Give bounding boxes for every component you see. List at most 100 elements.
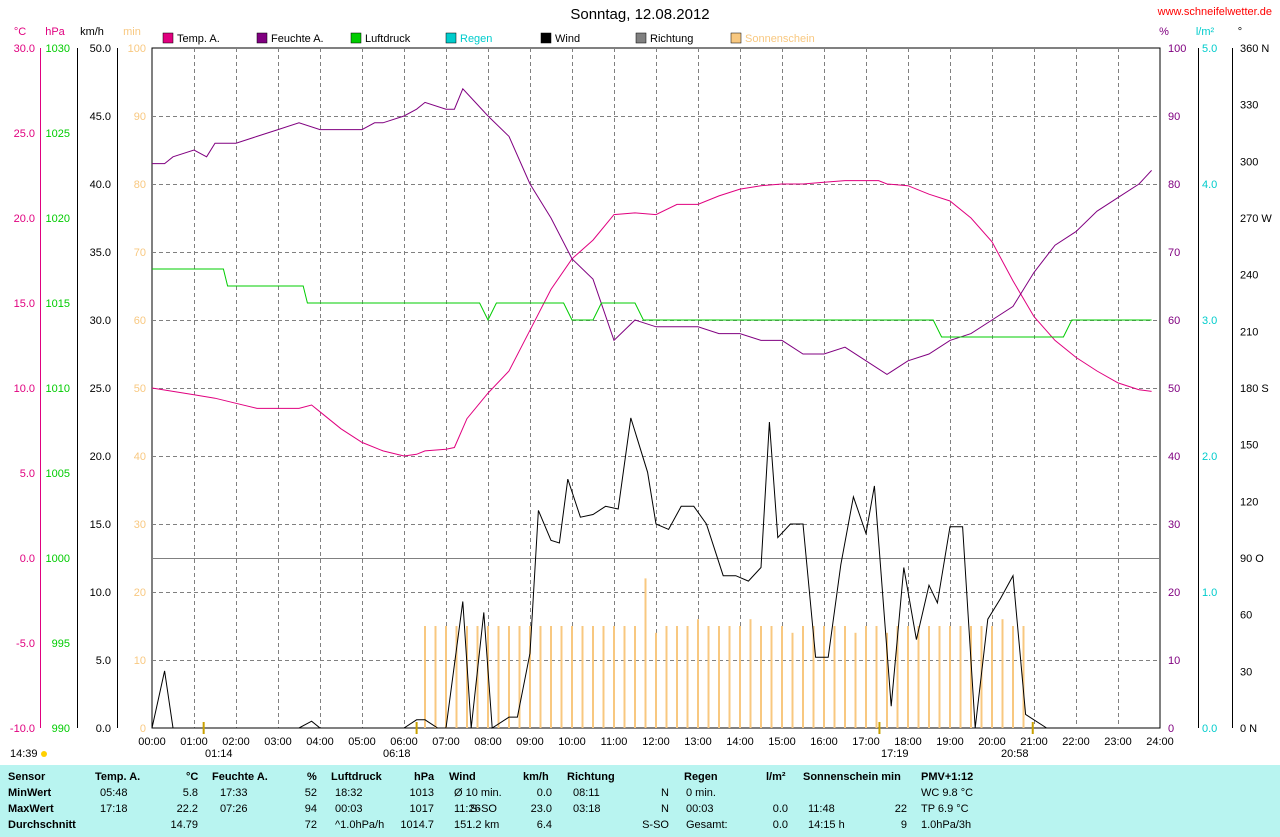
table-cell-t-time: 17:18 [100,803,128,815]
axis-tick-label: 15.0 [90,519,111,531]
time-markers: 14:39 01:14 06:18 17:19 20:58 [10,722,1034,760]
legend-label: Feuchte A. [271,33,324,45]
axis-unit-label: l/m² [1196,26,1215,38]
table-cell-w-time: 151.2 km [454,819,500,831]
sunshine-bar [623,626,626,728]
sunshine-bar [812,626,815,728]
axis-tick-label: 90 [134,111,146,123]
time-tick-label: 12:00 [642,736,670,748]
time-tick-label: 22:00 [1062,736,1090,748]
time-tick-label: 09:00 [516,736,544,748]
axis-tick-label: 80 [1168,179,1180,191]
axis-tick-label: 1005 [46,468,70,480]
axis-tick-label: 240 [1240,270,1258,282]
table-cell-h-time: 07:26 [220,803,248,815]
site-url[interactable]: www.schneifelwetter.de [1157,6,1272,18]
sunshine-bar [686,626,689,728]
series-line-temp-a [151,180,1152,457]
sunshine-bar [770,626,773,728]
time-tick-label: 02:00 [222,736,250,748]
axis-tick-label: 25.0 [14,128,35,140]
time-tick-label: 16:00 [810,736,838,748]
sunshine-bar [896,626,899,728]
sunshine-bar [938,626,941,728]
axis-tick-label: 0.0 [20,553,35,565]
axis-unit-label: min [123,26,141,38]
axis-tick-label: 270 W [1240,213,1272,225]
axis-tick-label: 10 [134,655,146,667]
weather-chart: 30.025.020.015.010.05.00.0-5.0-10.010301… [10,26,1272,760]
table-cell-r-val: N [661,803,669,815]
axis-tick-label: 1010 [46,383,70,395]
sunshine-bar [697,619,699,728]
sunshine-bar [602,626,605,728]
legend-label: Regen [460,33,492,45]
time-tick-label: 23:00 [1104,736,1132,748]
axis-tick-label: 1000 [46,553,70,565]
axis-tick-label: 50 [134,383,146,395]
time-tick-label: 20:00 [978,736,1006,748]
table-cell-p-val: 1017 [409,803,434,815]
axis-unit-label: % [1159,26,1169,38]
table-cell-p-time: 18:32 [335,787,363,799]
time-tick-label: 14:00 [726,736,754,748]
table-cell-h-time: 17:33 [220,787,248,799]
table-cell-h-val: 72 [304,819,317,831]
axis-tick-label: 995 [52,638,70,650]
col-header-temp-unit: °C [186,771,199,783]
axis-tick-label: 70 [1168,247,1180,259]
axis-tick-label: 0 [1168,723,1174,735]
sunshine-bar [959,626,962,728]
sunshine-bar [865,626,867,728]
axis-unit-label: hPa [45,26,65,38]
axis-tick-label: 90 [1168,111,1180,123]
col-header-rain: Regen [684,771,718,783]
sunshine-bar [823,626,825,728]
axis-tick-label: 30 [1168,519,1180,531]
axis-tick-label: 30.0 [14,43,35,55]
sunshine-bar [613,626,615,728]
sunshine-bar [728,626,731,728]
table-cell-t-val: 22.2 [176,803,198,815]
table-cell-rain-b: 0.0 [772,819,788,831]
axis-tick-label: 60 [1240,610,1252,622]
sunshine-bar [833,626,836,728]
table-cell-pmv: 1.0hPa/3h [921,819,972,831]
sunshine-bar [707,626,710,728]
sunshine-bar [424,626,426,728]
axis-tick-label: 0 N [1240,723,1257,735]
sunshine-bar [518,626,521,728]
legend-label: Wind [555,33,580,45]
sunshine-bar [1001,619,1004,728]
sun-marker [41,751,47,757]
time-tick-label: 01:00 [180,736,208,748]
axis-tick-label: 1.0 [1202,587,1217,599]
table-cell-r-time: 03:18 [573,803,601,815]
axis-tick-label: 180 S [1240,383,1269,395]
col-header-sun: Sonnenschein min [803,771,901,783]
axis-tick-label: -5.0 [16,638,35,650]
col-header-rain-unit: l/m² [766,771,786,783]
axis-tick-label: 60 [1168,315,1180,327]
time-tick-label: 08:00 [474,736,502,748]
axis-tick-label: 20.0 [90,451,111,463]
table-cell-w-time: 11:26 [454,803,481,815]
sunshine-bar [907,626,909,728]
table-cell-rain-a: 0 min. [686,787,716,799]
table-cell-w-time: Ø 10 min. [454,787,502,799]
table-cell-p-time: 00:03 [335,803,363,815]
sunshine-bar [844,626,846,728]
axis-tick-label: 1020 [46,213,70,225]
sunshine-bar [455,626,458,728]
series-line-luftdruck [152,268,1152,338]
axis-tick-label: 50 [1168,383,1180,395]
time-tick-label: 13:00 [684,736,712,748]
sunshine-bar [581,626,584,728]
axis-tick-label: 0.0 [1202,723,1217,735]
sunshine-bar [781,626,783,728]
legend-swatch [730,32,742,44]
table-cell-t-val: 5.8 [182,787,198,799]
axis-tick-label: 90 O [1240,553,1264,565]
axis-tick-label: 360 N [1240,43,1269,55]
moonset-label: 17:19 [881,748,909,760]
